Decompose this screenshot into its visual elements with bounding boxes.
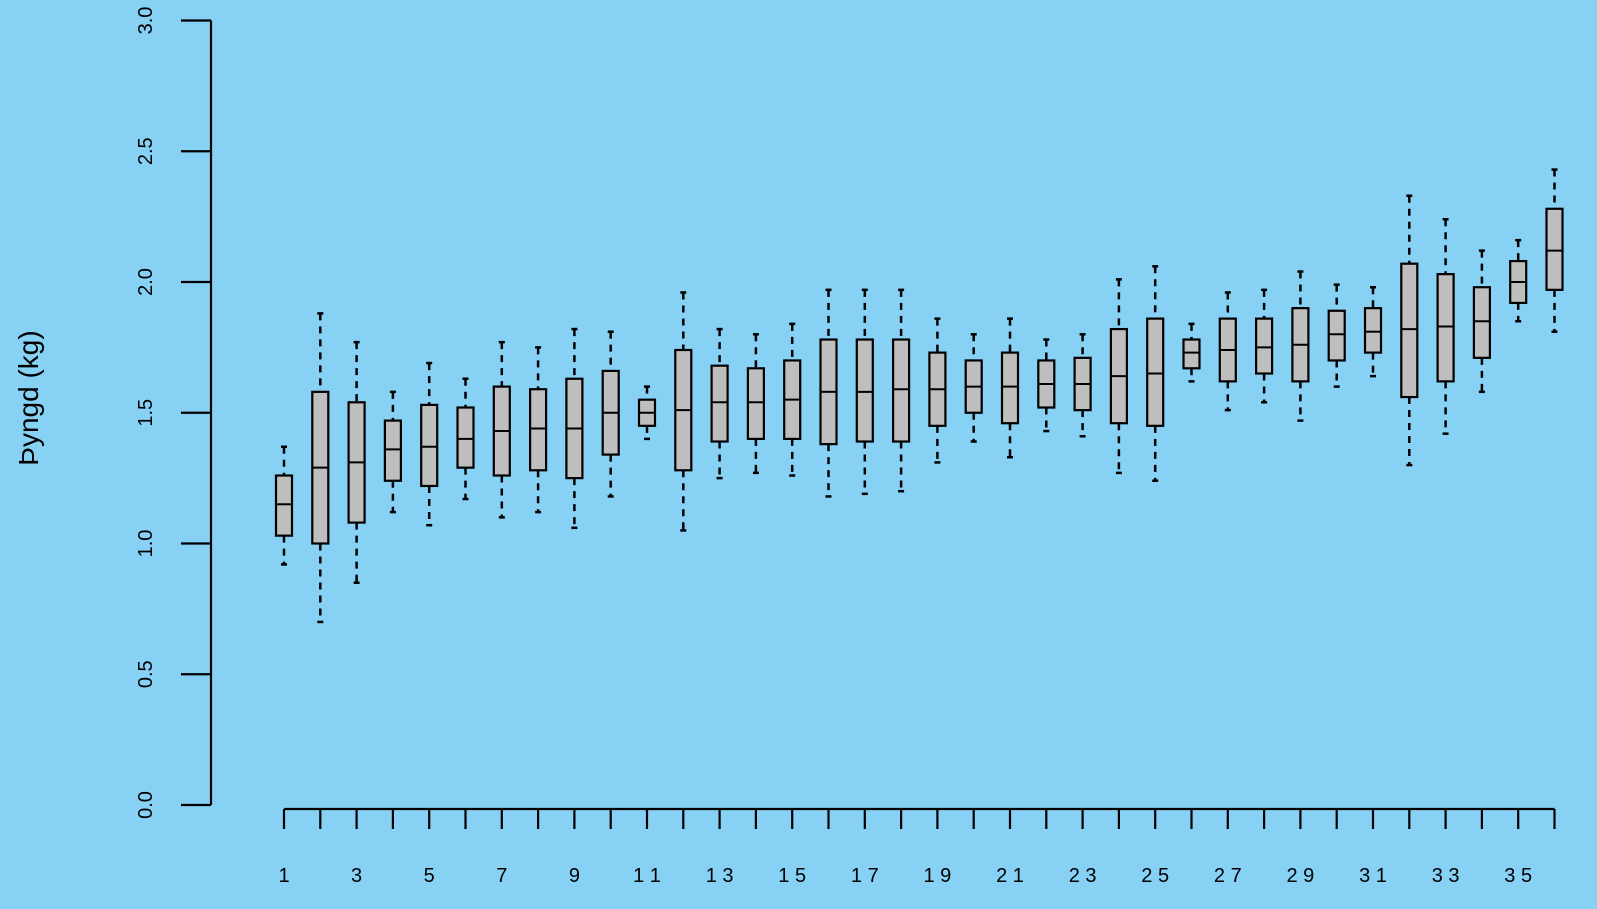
box-11 bbox=[637, 385, 657, 441]
y-tick-label: 2.5 bbox=[135, 137, 157, 165]
x-tick-label: 3 bbox=[351, 865, 362, 887]
box-32 bbox=[1400, 194, 1419, 467]
box-4 bbox=[383, 390, 402, 514]
box-17 bbox=[855, 288, 874, 496]
box-iqr bbox=[456, 406, 475, 469]
box-30 bbox=[1327, 283, 1346, 388]
box-23 bbox=[1073, 333, 1092, 438]
box-12 bbox=[674, 291, 693, 532]
box-28 bbox=[1254, 288, 1274, 404]
box-36 bbox=[1545, 168, 1564, 333]
x-tick-label: 9 bbox=[569, 865, 580, 887]
box-iqr bbox=[1254, 317, 1274, 375]
box-21 bbox=[1000, 317, 1020, 459]
x-tick-label: 5 bbox=[424, 865, 435, 887]
box-9 bbox=[565, 327, 584, 530]
box-iqr bbox=[528, 388, 548, 472]
box-iqr bbox=[1400, 262, 1419, 399]
x-tick-label: 3 3 bbox=[1432, 865, 1460, 887]
box-34 bbox=[1472, 249, 1492, 394]
y-tick-label: 3.0 bbox=[135, 7, 157, 35]
box-26 bbox=[1182, 322, 1201, 383]
box-iqr bbox=[1327, 309, 1346, 362]
box-iqr bbox=[1472, 286, 1492, 359]
box-24 bbox=[1109, 278, 1129, 475]
box-16 bbox=[819, 288, 838, 498]
box-iqr bbox=[1436, 273, 1455, 383]
x-tick-label: 1 3 bbox=[706, 865, 734, 887]
box-10 bbox=[601, 330, 620, 498]
box-18 bbox=[891, 288, 911, 493]
x-tick-label: 1 9 bbox=[923, 865, 951, 887]
x-tick-label: 3 1 bbox=[1359, 865, 1387, 887]
box-iqr bbox=[1000, 351, 1020, 425]
box-31 bbox=[1363, 285, 1383, 378]
x-tick-label: 3 5 bbox=[1504, 865, 1532, 887]
box-19 bbox=[928, 317, 947, 464]
box-1 bbox=[274, 445, 294, 566]
box-7 bbox=[492, 340, 511, 519]
x-tick-label: 2 1 bbox=[996, 865, 1024, 887]
box-iqr bbox=[1363, 307, 1383, 354]
x-tick-label: 2 9 bbox=[1286, 865, 1314, 887]
box-iqr bbox=[855, 338, 874, 443]
box-27 bbox=[1218, 291, 1237, 412]
box-iqr bbox=[1146, 317, 1165, 427]
box-iqr bbox=[1545, 207, 1564, 291]
x-tick-label: 1 5 bbox=[778, 865, 806, 887]
x-tick-label: 1 7 bbox=[851, 865, 879, 887]
x-tick-label: 1 bbox=[278, 865, 289, 887]
box-29 bbox=[1291, 270, 1310, 422]
box-22 bbox=[1037, 338, 1056, 433]
x-tick-label: 1 1 bbox=[633, 865, 661, 887]
y-tick-label: 1.5 bbox=[135, 399, 157, 427]
box-iqr bbox=[1182, 338, 1201, 370]
box-13 bbox=[710, 327, 729, 480]
y-tick-label: 1.0 bbox=[135, 530, 157, 558]
box-iqr bbox=[274, 474, 294, 537]
x-tick-label: 2 3 bbox=[1069, 865, 1097, 887]
boxes-group bbox=[274, 168, 1564, 624]
y-axis-label: Þyngd (kg) bbox=[13, 330, 44, 465]
y-tick-label: 2.0 bbox=[135, 268, 157, 296]
box-iqr bbox=[891, 338, 911, 443]
box-2 bbox=[311, 312, 330, 624]
box-3 bbox=[347, 340, 366, 584]
box-20 bbox=[964, 333, 983, 443]
box-iqr bbox=[420, 403, 439, 488]
box-33 bbox=[1436, 217, 1455, 435]
box-6 bbox=[456, 377, 475, 501]
x-tick-label: 7 bbox=[496, 865, 507, 887]
box-8 bbox=[528, 346, 548, 514]
x-tick-label: 2 7 bbox=[1214, 865, 1242, 887]
box-iqr bbox=[710, 364, 729, 443]
box-25 bbox=[1146, 265, 1165, 482]
box-iqr bbox=[746, 367, 766, 441]
box-35 bbox=[1509, 238, 1528, 323]
box-14 bbox=[746, 333, 766, 475]
y-tick-label: 0.5 bbox=[135, 660, 157, 688]
box-iqr bbox=[383, 419, 402, 482]
x-tick-label: 2 5 bbox=[1141, 865, 1169, 887]
y-axis: 0.0 0.5 1.0 1.5 2.0 2.5 3.0 bbox=[135, 7, 213, 819]
box-5 bbox=[420, 361, 439, 527]
y-tick-label: 0.0 bbox=[135, 791, 157, 819]
box-15 bbox=[783, 322, 802, 477]
